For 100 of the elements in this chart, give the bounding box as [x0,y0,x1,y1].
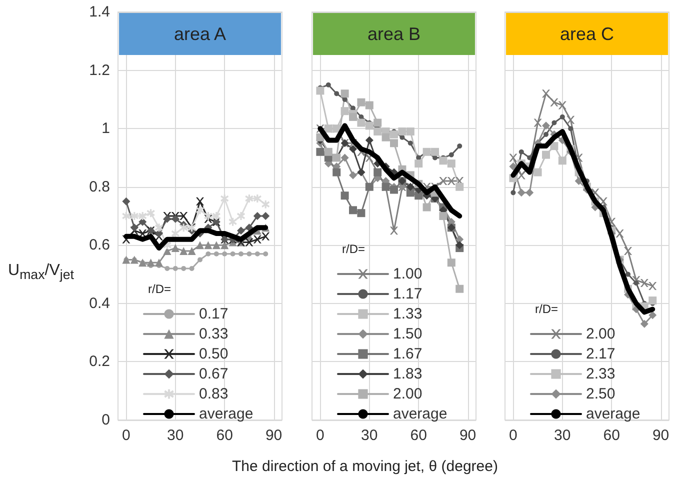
point [509,154,518,162]
point [262,200,270,208]
point [198,257,202,262]
point [408,140,413,146]
point [416,155,422,160]
point [648,296,657,305]
legend-label: 2.00 [393,386,422,402]
point [172,266,178,271]
x-tick-label: 0 [316,427,324,444]
legend-label: 1.17 [393,286,422,302]
point [624,246,632,255]
legend-label: 0.67 [199,366,228,382]
point [550,98,558,106]
point [222,251,228,256]
point [316,148,324,156]
point [155,224,163,232]
x-axis-title: The direction of a moving jet, θ (degree) [232,458,498,475]
point [146,209,155,218]
point [316,86,324,95]
point [626,272,630,277]
point [163,214,172,223]
point [640,320,648,328]
point [220,194,229,203]
legend-title: r/D= [148,282,172,296]
point [171,244,180,252]
point [456,241,464,250]
point [390,139,398,148]
legend-label: 0.50 [199,346,228,362]
point [253,194,262,203]
point [155,258,163,267]
point [558,101,566,110]
x-tick-label: 0 [122,427,130,444]
point [566,116,575,124]
point [253,212,262,220]
point [414,192,423,200]
y-tick-label: 0.2 [89,353,110,370]
point [122,212,130,220]
point [634,280,639,286]
point [457,144,462,149]
point [171,229,180,238]
y-tick-label: 0.4 [89,294,110,312]
point [552,120,557,126]
point [518,149,524,154]
point [510,190,516,196]
point [534,118,542,127]
point [374,118,382,127]
point [517,171,526,180]
point [357,118,366,127]
point [542,150,550,159]
y-tick-label: 1 [102,120,110,138]
point [196,197,204,206]
point [447,258,456,267]
point [204,212,212,220]
point [214,251,219,256]
y-tick-label: 0.6 [89,236,110,254]
point [390,130,398,138]
point [212,212,220,220]
point [171,214,180,223]
point [406,127,414,136]
point [432,155,438,160]
point [334,91,340,96]
legend-label: 2.33 [586,366,616,382]
point [574,177,583,186]
point [365,101,374,110]
point [456,284,464,293]
point [332,168,341,176]
legend-label: 0.33 [199,326,228,342]
point [237,226,245,235]
point [254,251,260,256]
point [568,126,574,132]
legend-label: 1.83 [393,366,422,382]
point [527,155,532,160]
legend-title: r/D= [535,302,558,316]
point [196,241,204,250]
point [340,107,349,116]
legend-label: 1.50 [393,326,422,342]
point [130,224,138,232]
point [238,251,244,256]
point [326,82,331,88]
y-tick-label: 0.8 [89,178,110,196]
x-tick-label: 60 [603,427,620,444]
x-tick-label: 60 [410,427,427,444]
point [263,251,268,256]
point [560,114,565,120]
legend-label: average [199,406,254,422]
legend-title: r/D= [342,242,366,256]
point [448,152,454,158]
point [456,182,464,191]
point [550,142,558,150]
point [439,156,448,165]
point [349,206,357,214]
point [357,98,366,106]
y-tick-label: 0 [102,412,110,428]
point [230,251,236,256]
legend-label: 1.00 [393,266,422,282]
x-tick-label: 0 [509,427,518,444]
x-tick-label: 90 [265,427,282,444]
x-tick-label: 30 [554,427,571,444]
legend-label: 2.50 [586,386,616,402]
point [640,279,648,288]
